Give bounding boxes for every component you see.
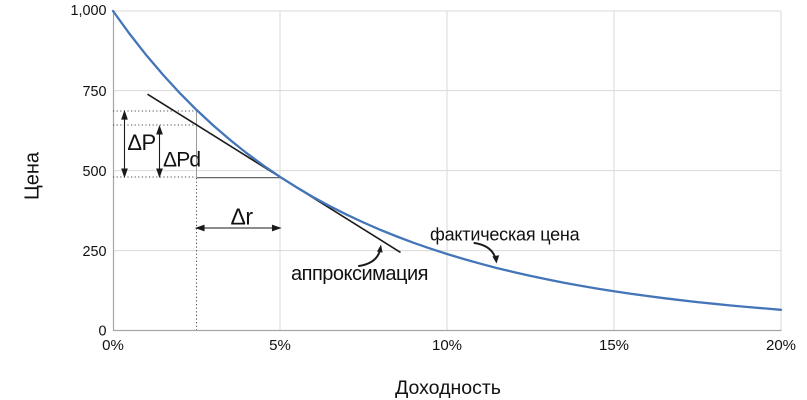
svg-text:250: 250 [82, 244, 106, 260]
svg-text:0: 0 [98, 324, 106, 340]
svg-text:15%: 15% [599, 337, 629, 354]
svg-text:Доходность: Доходность [395, 377, 501, 399]
svg-text:Δr: Δr [230, 204, 253, 230]
svg-text:500: 500 [82, 164, 106, 180]
svg-text:1,000: 1,000 [70, 3, 106, 19]
svg-text:0%: 0% [102, 337, 124, 354]
svg-text:аппроксимация: аппроксимация [291, 263, 428, 285]
svg-text:фактическая цена: фактическая цена [430, 224, 581, 244]
svg-text:5%: 5% [269, 337, 291, 354]
svg-text:ΔP: ΔP [127, 130, 155, 155]
svg-text:ΔPd: ΔPd [163, 149, 200, 172]
svg-text:10%: 10% [432, 337, 462, 354]
svg-text:Цена: Цена [22, 151, 44, 200]
svg-text:20%: 20% [766, 337, 796, 354]
svg-text:750: 750 [82, 84, 106, 100]
